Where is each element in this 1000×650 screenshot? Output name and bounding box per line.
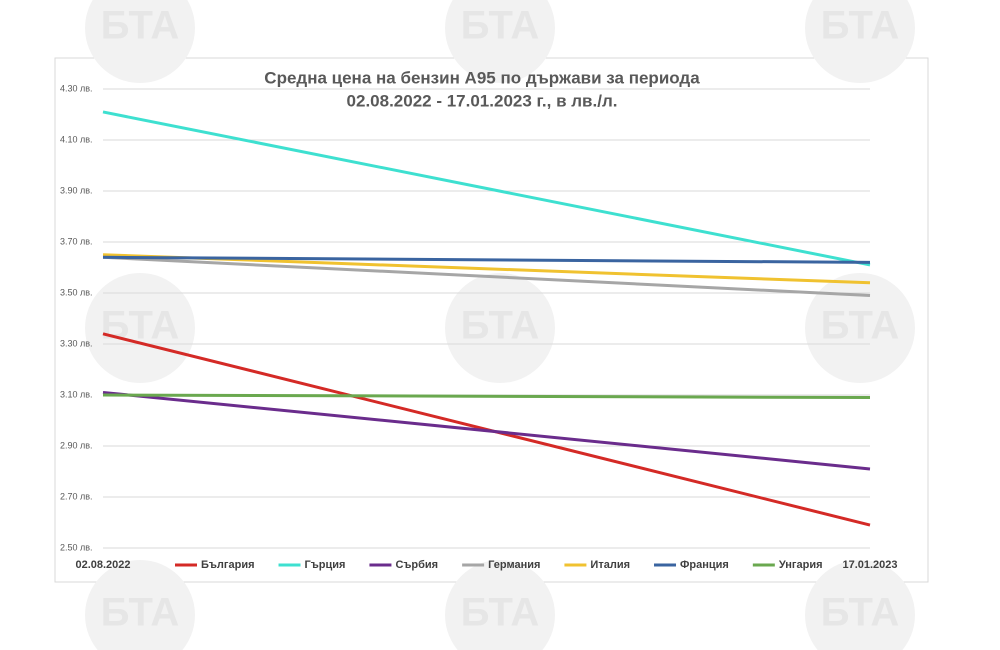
x-tick-label: 02.08.2022 [75,559,130,571]
series-line [102,255,871,264]
series-line [102,110,871,267]
watermark-circle [85,0,195,83]
series-line [102,390,871,471]
legend-label: Гърция [305,559,346,571]
watermark: БТА [821,4,900,48]
y-tick-label: 3.50 лв. [60,287,93,297]
y-tick-label: 3.10 лв. [60,389,93,399]
series-line [102,393,871,400]
legend-label: Франция [680,559,729,571]
legend-label: Сърбия [395,559,438,571]
y-tick-label: 2.70 лв. [60,491,93,501]
watermark: БТА [461,4,540,48]
watermark: БТА [461,304,540,348]
watermark: БТА [101,304,180,348]
watermark-circle [445,560,555,650]
y-tick-label: 4.10 лв. [60,134,93,144]
watermark: БТА [101,4,180,48]
y-tick-label: 3.90 лв. [60,185,93,195]
legend-label: България [201,559,255,571]
legend-label: Германия [488,559,540,571]
watermark-circle [805,560,915,650]
chart-title: Средна цена на бензин А95 по държави за … [264,68,700,87]
watermark: БТА [101,591,180,635]
watermarks: БТА БТА БТА БТА БТА БТА БТА БТА БТА [85,0,915,650]
watermark-circle [85,560,195,650]
watermark-circle [445,0,555,83]
x-tick-label: 17.01.2023 [842,559,897,571]
watermark: БТА [821,304,900,348]
watermark-circle [805,273,915,383]
y-tick-label: 2.50 лв. [60,542,93,552]
watermark: БТА [461,591,540,635]
watermark: БТА [821,591,900,635]
series-line [102,255,871,298]
y-tick-label: 4.30 лв. [60,83,93,93]
legend-label: Унгария [779,559,823,571]
watermark-circle [85,273,195,383]
chart-title: 02.08.2022 - 17.01.2023 г., в лв./л. [347,91,618,110]
watermark-circle [805,0,915,83]
y-tick-label: 3.70 лв. [60,236,93,246]
y-tick-label: 2.90 лв. [60,440,93,450]
watermark-circle [445,273,555,383]
legend-label: Италия [590,559,630,571]
y-tick-label: 3.30 лв. [60,338,93,348]
